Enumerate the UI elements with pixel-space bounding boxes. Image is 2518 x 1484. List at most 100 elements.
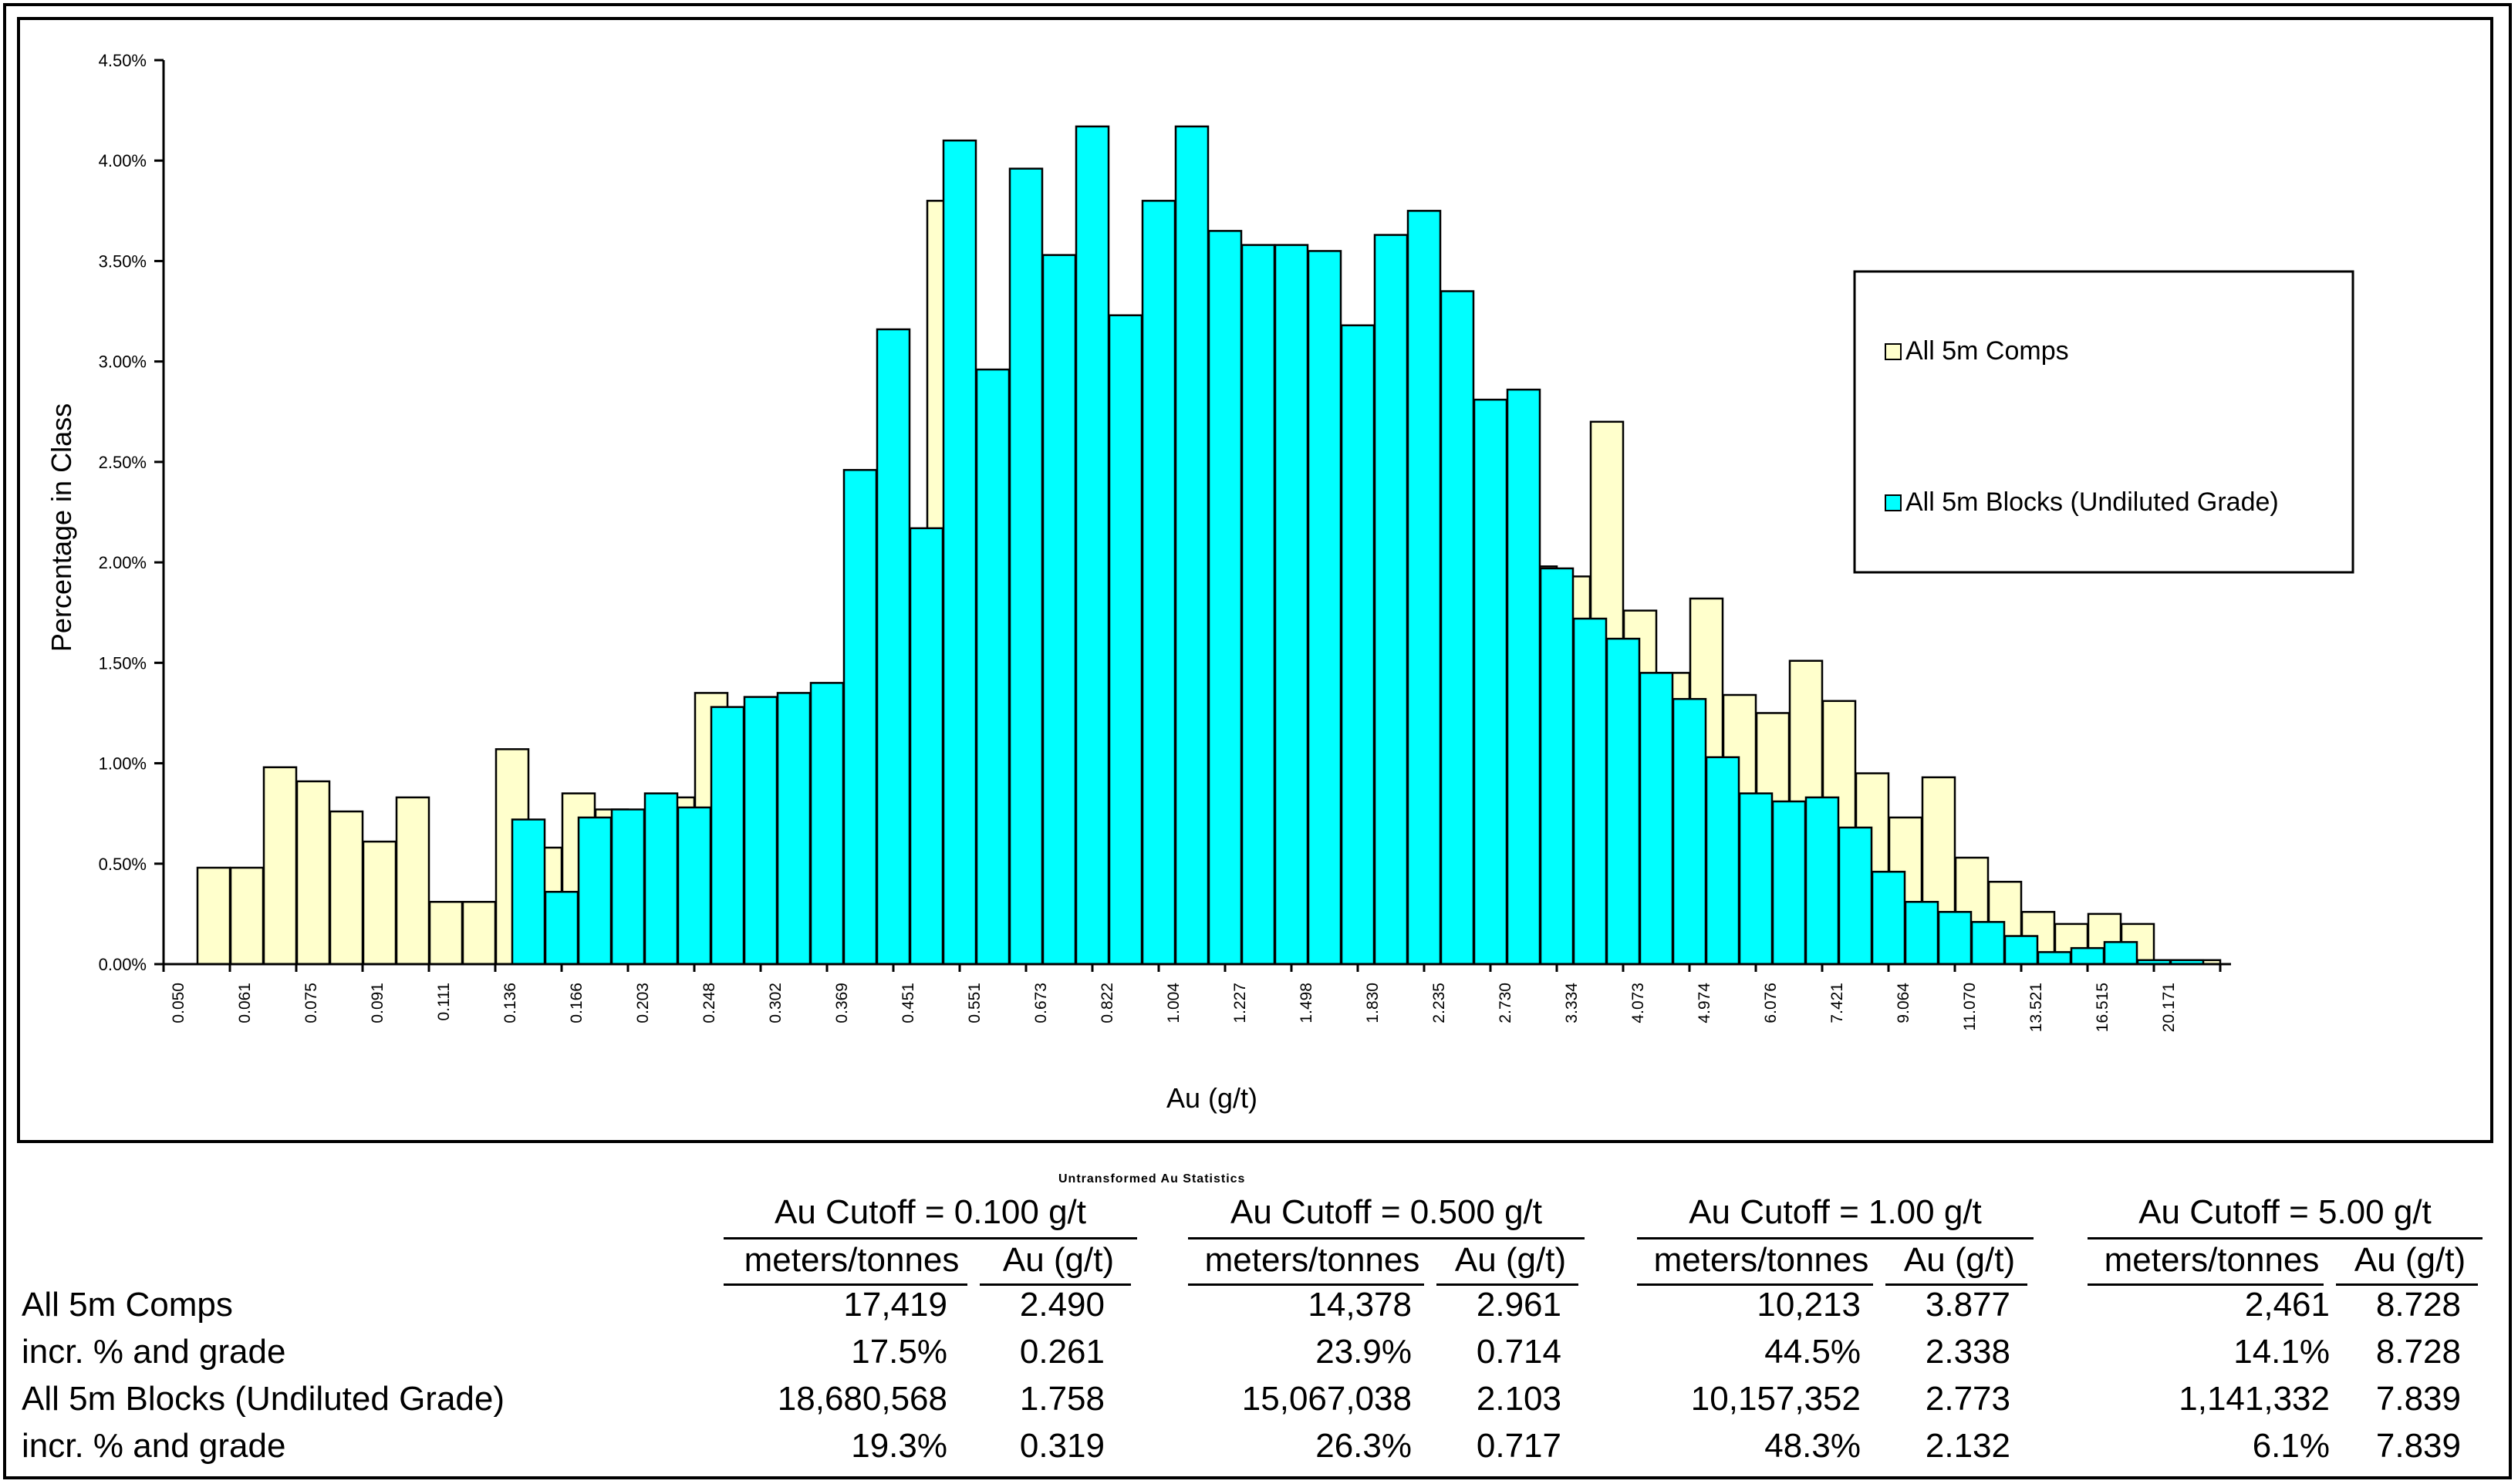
y-tick-label: 0.50% [99, 855, 147, 874]
cutoff-header-underline [2088, 1237, 2483, 1239]
row-label: incr. % and grade [22, 1427, 286, 1465]
comps-bar [362, 840, 397, 966]
x-tick-label: 6.076 [1762, 983, 1780, 1024]
blocks-bar [942, 139, 977, 966]
blocks-bar [1240, 244, 1276, 966]
comps-bar [295, 780, 331, 966]
cell-meters: 14,378 [1308, 1286, 1412, 1324]
cell-au: 0.261 [1019, 1333, 1105, 1371]
blocks-bar [876, 328, 911, 966]
x-tick-label: 0.075 [302, 983, 320, 1024]
y-tick-label: 0.00% [99, 955, 147, 974]
comps-bar [395, 796, 430, 966]
blocks-bar [1804, 796, 1840, 966]
blocks-bar [1008, 167, 1044, 966]
blocks-bar [1108, 314, 1143, 966]
blocks-bar [511, 818, 546, 966]
blocks-bar [1871, 870, 1906, 966]
x-tick-label: 13.521 [2027, 983, 2045, 1032]
legend-box [1853, 270, 2354, 574]
blocks-bar [2003, 935, 2039, 966]
cell-meters: 23.9% [1315, 1333, 1412, 1371]
blocks-bar [776, 692, 812, 966]
y-tick-label: 2.00% [99, 553, 147, 572]
blocks-bar [643, 792, 679, 966]
cell-meters: 17.5% [851, 1333, 947, 1371]
cell-meters: 10,157,352 [1690, 1380, 1861, 1418]
blocks-bar [1075, 125, 1110, 966]
blocks-bar [1539, 567, 1575, 966]
cutoff-header-underline [1188, 1237, 1585, 1239]
y-tick-label: 4.00% [99, 151, 147, 170]
blocks-bar [1041, 254, 1077, 966]
col-header-meters: meters/tonnes [1204, 1241, 1420, 1279]
cutoff-header-underline [1637, 1237, 2034, 1239]
comps-bar [262, 766, 298, 966]
blocks-bar [1141, 200, 1176, 966]
cell-au: 2.490 [1019, 1286, 1105, 1324]
cell-meters: 10,213 [1757, 1286, 1861, 1324]
chart-frame: 0.00% 0.50% 1.00% 1.50% 2.00% 2.50% 3.00% 3.50%… [17, 17, 2493, 1143]
cell-meters: 1,141,332 [2179, 1380, 2330, 1418]
histogram-chart: 0.00% 0.50% 1.00% 1.50% 2.00% 2.50% 3.00% 3.50%… [46, 51, 2354, 1114]
x-tick-label: 0.203 [634, 983, 652, 1024]
cell-au: 8.728 [2375, 1333, 2461, 1371]
x-tick-label: 20.171 [2160, 983, 2178, 1032]
cell-meters: 15,067,038 [1241, 1380, 1412, 1418]
cell-au: 2.103 [1476, 1380, 1561, 1418]
blocks-bar [1771, 800, 1807, 966]
cell-au: 0.717 [1476, 1427, 1561, 1465]
blocks-bar [1207, 230, 1243, 966]
col-header-au: Au (g/t) [2354, 1241, 2466, 1279]
legend-label-blocks: All 5m Blocks (Undiluted Grade) [1905, 487, 2279, 517]
cell-au: 0.714 [1476, 1333, 1561, 1371]
blocks-bar [1506, 388, 1541, 966]
col-underline-meters [724, 1283, 967, 1286]
blocks-bar [610, 808, 646, 966]
cell-meters: 6.1% [2252, 1427, 2330, 1465]
y-tick-label: 3.50% [99, 251, 147, 271]
blocks-bar [2037, 951, 2072, 966]
y-tick-label: 2.50% [99, 453, 147, 472]
blocks-bar [842, 469, 878, 966]
cutoff-header-underline [724, 1237, 1137, 1239]
comps-bar [329, 810, 364, 966]
col-header-meters: meters/tonnes [1653, 1241, 1869, 1279]
blocks-bar [1473, 398, 1508, 966]
x-tick-label: 1.498 [1298, 983, 1315, 1024]
x-tick-label: 0.111 [435, 983, 453, 1020]
x-tick-label: 4.073 [1629, 983, 1647, 1024]
cell-au: 1.758 [1019, 1380, 1105, 1418]
cell-au: 7.839 [2375, 1380, 2461, 1418]
blocks-bar [809, 682, 845, 966]
col-header-meters: meters/tonnes [2104, 1241, 2320, 1279]
blocks-bar [577, 816, 613, 966]
blocks-bar [677, 806, 712, 966]
x-tick-label: 0.166 [568, 983, 586, 1024]
blocks-bar [1605, 637, 1641, 966]
comps-bar [461, 901, 497, 966]
blocks-bar [975, 368, 1011, 966]
blocks-bar [1572, 617, 1608, 966]
blocks-bar [1738, 792, 1774, 966]
cutoff-header: Au Cutoff = 5.00 g/t [2138, 1193, 2432, 1231]
blocks-bar [1440, 290, 1475, 966]
col-underline-au [1436, 1283, 1578, 1286]
y-axis-title: Percentage in Class [46, 403, 77, 652]
blocks-bar [1340, 324, 1375, 966]
blocks-bar [1639, 672, 1674, 966]
col-underline-au [1885, 1283, 2027, 1286]
blocks-bar [1274, 244, 1309, 966]
y-tick-label: 4.50% [99, 51, 147, 70]
col-underline-meters [1637, 1283, 1873, 1286]
x-tick-label: 16.515 [2094, 983, 2111, 1032]
x-tick-label: 4.974 [1696, 983, 1713, 1024]
blocks-bar [1174, 125, 1210, 966]
comps-bar [196, 866, 231, 966]
cell-au: 2.773 [1925, 1380, 2010, 1418]
blocks-bar [1838, 826, 1873, 966]
col-header-au: Au (g/t) [1002, 1241, 1115, 1279]
blocks-bar [710, 706, 745, 966]
x-tick-label: 9.064 [1895, 983, 1912, 1024]
x-tick-label: 0.061 [236, 983, 254, 1024]
